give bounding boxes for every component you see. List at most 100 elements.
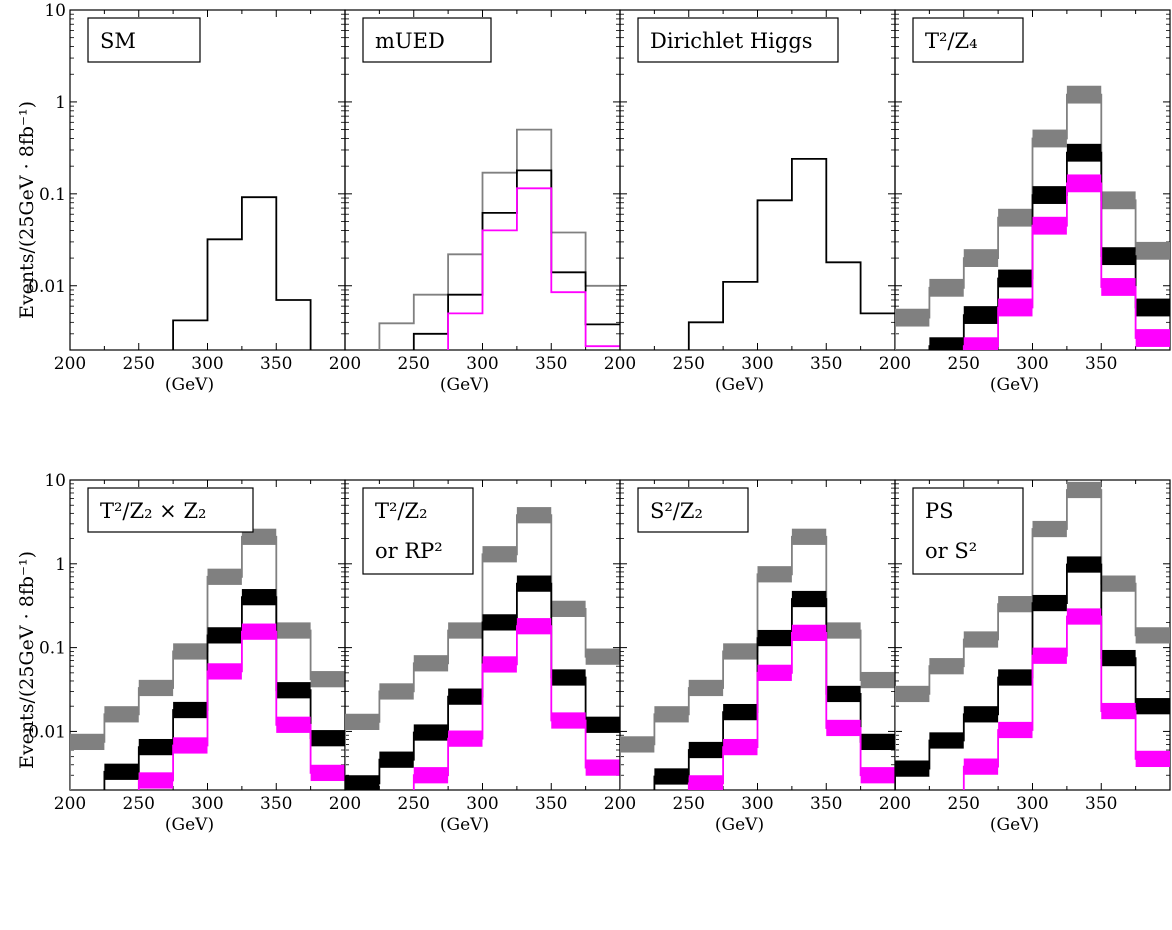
x-tick-label: 350 [810,794,842,814]
band-black [276,682,311,699]
band-magenta [207,663,242,680]
band-gray [688,679,724,697]
band-black [138,738,174,756]
x-tick-label: 250 [123,354,155,374]
band-gray [791,528,827,545]
band-gray [104,706,139,723]
band-gray [516,507,552,524]
x-tick-label: 200 [329,794,361,814]
panel-1: 200 250 300 350 (GeV) 10 1 0.1 0.01 SM [28,1,346,395]
band-black [1066,556,1102,573]
band-gray [998,596,1033,613]
x-axis-title: (GeV) [715,375,764,395]
band-black [791,590,827,608]
series-line-magenta [962,182,1170,350]
x-tick-label: 250 [398,794,430,814]
x-tick-label: 250 [398,354,430,374]
band-magenta [551,712,586,729]
x-tick-label: 350 [1085,794,1117,814]
x-tick-label: 300 [741,354,773,374]
band-black [654,768,689,785]
band-black [345,775,380,790]
band-gray [723,643,758,660]
band-gray [482,546,517,563]
band-gray [1101,575,1136,592]
band-gray [1032,520,1067,538]
band-gray [1032,129,1067,148]
band-magenta [1066,174,1102,193]
band-gray [620,736,655,753]
band-gray [654,706,689,723]
legend-box [362,17,492,63]
band-black [688,741,724,759]
x-tick-label: 200 [329,354,361,374]
band-magenta [276,716,311,733]
band-gray [757,566,792,583]
band-gray [345,713,380,730]
band-black [551,669,586,686]
band-black [516,575,552,592]
band-black [929,337,964,350]
x-tick-label: 250 [948,794,980,814]
panel-6: 200 250 300 350 (GeV) T²/Z₂ or RP² [329,479,621,835]
x-tick-label: 350 [810,354,842,374]
band-magenta [1066,608,1102,625]
y-tick-label: 0.1 [39,639,66,659]
band-black [413,724,449,741]
x-tick-label: 300 [466,794,498,814]
band-gray [276,622,311,639]
series-group [345,507,620,790]
band-gray [1066,481,1102,499]
band-gray [207,568,242,585]
panel-3: 200 250 300 350 (GeV) Dirichlet Higgs [604,9,896,395]
band-black [310,730,345,747]
series-line-magenta [447,187,620,350]
legend-box [362,487,474,575]
band-gray [895,685,930,703]
band-magenta [516,618,552,635]
band-black [826,685,861,703]
x-tick-label: 200 [54,794,86,814]
x-tick-label: 350 [260,794,292,814]
legend-box [637,17,839,63]
panel-8: 200 250 300 350 (GeV) PS or S² [879,479,1171,835]
panels: 200 250 300 350 (GeV) 10 1 0.1 0.01 SM 200 250 300 35… [28,1,1171,835]
y-tick-label: 0.01 [28,722,66,742]
legend-label: or S² [925,539,977,563]
band-magenta [1135,750,1170,768]
band-gray [860,671,895,689]
series-group [687,157,895,350]
ylabel-bottom: Events/(25GeV · 8fb⁻¹) [16,551,38,769]
band-magenta [963,337,999,350]
x-tick-label: 300 [191,354,223,374]
y-tick-label: 1 [55,93,66,113]
band-magenta [723,738,758,756]
band-magenta [757,664,792,681]
y-tick-label: 0.01 [28,277,66,297]
series-group [172,196,312,350]
series-group [895,85,1170,350]
x-tick-label: 350 [535,354,567,374]
y-tick-label: 10 [44,471,66,491]
band-gray [413,655,449,672]
band-magenta [688,775,724,790]
series-group [895,481,1170,790]
legend-label: mUED [375,29,445,53]
x-tick-label: 300 [1016,794,1048,814]
panel-4: 200 250 300 350 (GeV) T²/Z₄ [879,9,1171,395]
series-group [70,528,345,790]
band-gray [70,733,105,751]
band-magenta [826,719,861,737]
band-gray [826,622,861,639]
band-black [448,688,483,705]
band-gray [1135,241,1170,260]
band-magenta [1032,216,1067,235]
band-black [104,763,139,780]
legend-label: Dirichlet Higgs [650,29,813,53]
series-group [378,128,620,350]
band-black [1032,186,1067,204]
band-gray [963,249,999,267]
x-tick-label: 350 [535,794,567,814]
band-gray [929,278,964,297]
x-tick-label: 300 [466,354,498,374]
